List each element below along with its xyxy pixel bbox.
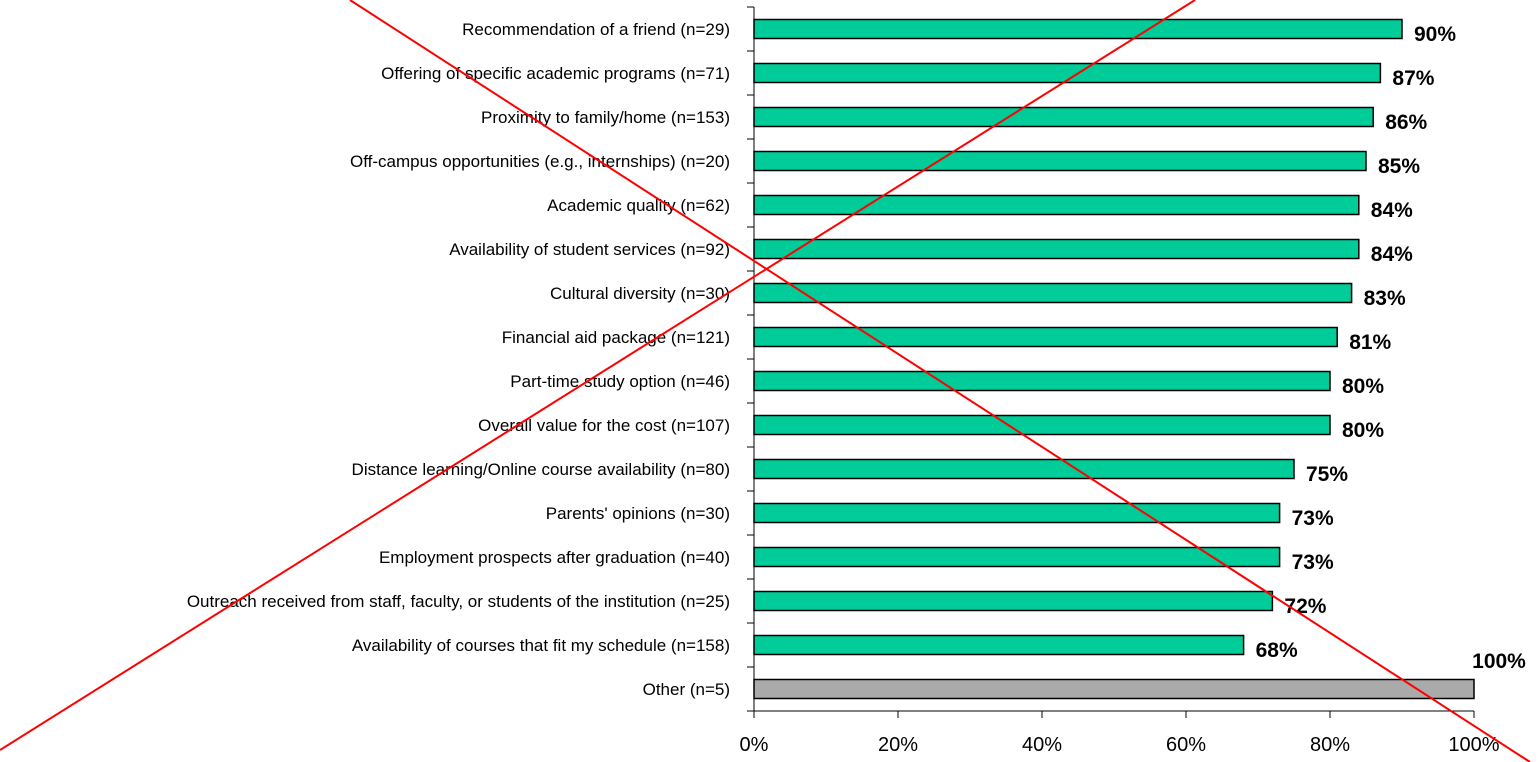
bar xyxy=(753,414,1331,436)
bar xyxy=(753,18,1403,40)
category-label: Recommendation of a friend (n=29) xyxy=(462,20,730,39)
bar xyxy=(753,62,1382,84)
x-tick-label: 40% xyxy=(1022,734,1062,756)
category-label: Off-campus opportunities (e.g., internsh… xyxy=(350,152,730,171)
category-labels: Recommendation of a friend (n=29) Offerin… xyxy=(187,20,730,699)
category-label: Offering of specific academic programs (… xyxy=(381,64,730,83)
bar xyxy=(753,590,1274,612)
x-tick-label: 100% xyxy=(1448,734,1499,756)
value-label: 86% xyxy=(1385,111,1427,134)
bar xyxy=(753,678,1475,700)
bar xyxy=(753,634,1245,656)
category-label: Distance learning/Online course availabi… xyxy=(352,460,730,479)
value-label: 84% xyxy=(1371,243,1413,266)
category-label: Employment prospects after graduation (n… xyxy=(379,548,730,567)
value-label: 83% xyxy=(1364,287,1406,310)
value-label: 84% xyxy=(1371,199,1413,222)
category-label: Availability of student services (n=92) xyxy=(449,240,730,259)
category-label: Availability of courses that fit my sche… xyxy=(352,636,730,655)
bar xyxy=(753,150,1367,172)
bar xyxy=(753,326,1338,348)
value-label: 90% xyxy=(1414,23,1456,46)
category-label: Part-time study option (n=46) xyxy=(510,372,730,391)
x-tick-label: 80% xyxy=(1310,734,1350,756)
bar xyxy=(753,106,1374,128)
category-label: Other (n=5) xyxy=(643,680,730,699)
cross-line-2 xyxy=(0,0,1196,751)
bar xyxy=(753,282,1353,304)
value-label: 87% xyxy=(1392,67,1434,90)
value-label: 68% xyxy=(1256,639,1298,662)
value-label: 73% xyxy=(1292,551,1334,574)
category-label: Outreach received from staff, faculty, o… xyxy=(187,592,730,611)
value-label: 80% xyxy=(1342,375,1384,398)
category-label: Overall value for the cost (n=107) xyxy=(478,416,730,435)
value-label: 80% xyxy=(1342,419,1384,442)
value-labels: 90% 87% 86% 85% 84% 84% 83% 81% 80% 80% 75% 73% 73% 7… xyxy=(1256,23,1527,673)
value-label: 100% xyxy=(1472,650,1526,673)
bar xyxy=(753,194,1360,216)
value-label: 72% xyxy=(1284,595,1326,618)
x-tick-label: 0% xyxy=(740,734,769,756)
x-tick-label: 60% xyxy=(1166,734,1206,756)
bar xyxy=(753,458,1295,480)
x-tick-labels: 0% 20% 40% 60% 80% 100% xyxy=(740,734,1500,756)
bar xyxy=(753,502,1281,524)
value-label: 81% xyxy=(1349,331,1391,354)
category-label: Financial aid package (n=121) xyxy=(502,328,730,347)
x-tick-label: 20% xyxy=(878,734,918,756)
bar xyxy=(753,546,1281,568)
value-label: 75% xyxy=(1306,463,1348,486)
value-label: 85% xyxy=(1378,155,1420,178)
cross-line-1 xyxy=(349,0,1531,762)
category-label: Parents' opinions (n=30) xyxy=(546,504,730,523)
category-label: Academic quality (n=62) xyxy=(547,196,730,215)
category-label: Proximity to family/home (n=153) xyxy=(481,108,730,127)
category-label: Cultural diversity (n=30) xyxy=(550,284,730,303)
bars xyxy=(753,18,1475,700)
bar xyxy=(753,238,1360,260)
value-label: 73% xyxy=(1292,507,1334,530)
bar xyxy=(753,370,1331,392)
